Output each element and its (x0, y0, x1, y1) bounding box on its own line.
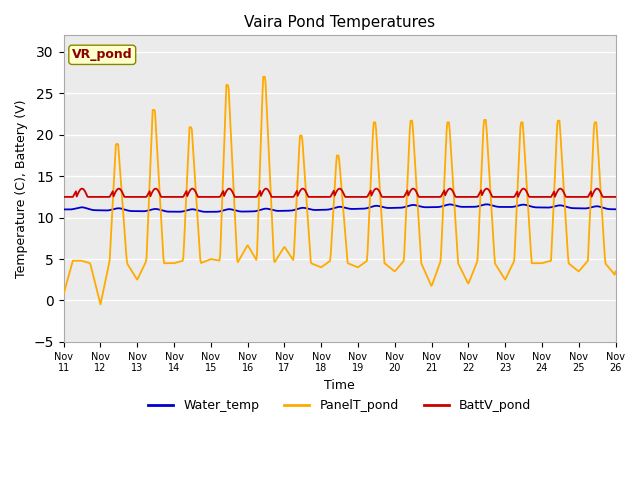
Legend: Water_temp, PanelT_pond, BattV_pond: Water_temp, PanelT_pond, BattV_pond (143, 394, 536, 417)
Title: Vaira Pond Temperatures: Vaira Pond Temperatures (244, 15, 435, 30)
Y-axis label: Temperature (C), Battery (V): Temperature (C), Battery (V) (15, 99, 28, 278)
X-axis label: Time: Time (324, 379, 355, 392)
Text: VR_pond: VR_pond (72, 48, 132, 61)
